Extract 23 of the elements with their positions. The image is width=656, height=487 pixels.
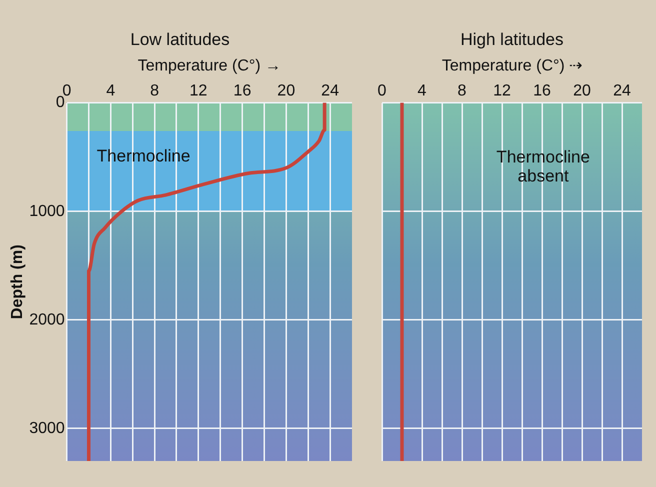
x-tick-label: 8 [150,82,160,100]
x-tick-label: 12 [190,82,208,100]
y-tick-label: 2000 [29,311,65,328]
x-tick-label: 20 [573,82,591,100]
chart-title: High latitudes [460,30,564,49]
x-tick-label: 4 [418,82,427,100]
x-axis-title: Temperature (C°) → [138,57,282,74]
x-tick-label: 24 [613,82,631,100]
line-series [86,102,326,461]
x-tick-label: 4 [106,82,116,100]
y-tick-label: 3000 [29,420,65,437]
y-axis-title: Depth (m) [9,244,26,320]
chart-title: Low latitudes [130,30,230,49]
x-tick-label: 8 [458,82,467,100]
x-tick-label: 24 [321,82,340,100]
x-tick-label: 0 [378,82,387,100]
x-tick-label: 20 [277,82,296,100]
x-axis-title: Temperature (C°) ⇢ [442,57,582,74]
x-tick-label: 16 [233,82,252,100]
x-tick-label: 12 [493,82,511,100]
y-tick-label: 0 [56,94,65,112]
y-tick-label: 1000 [29,202,65,220]
x-tick-label: 16 [533,82,551,100]
